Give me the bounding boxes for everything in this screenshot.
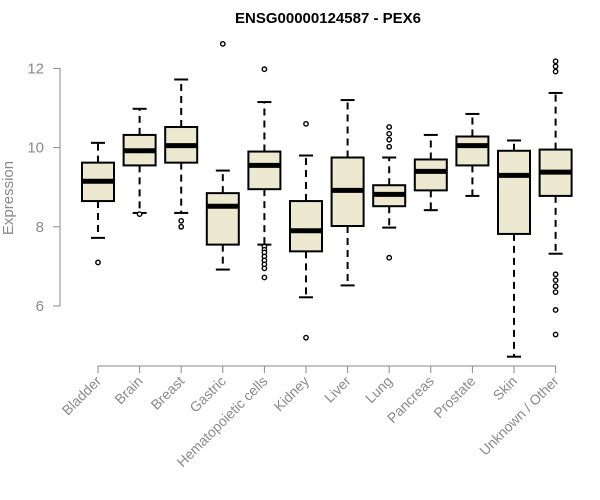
chart-title: ENSG00000124587 - PEX6 bbox=[235, 10, 421, 27]
box-group bbox=[497, 139, 531, 358]
outlier-point bbox=[386, 136, 393, 143]
box-group bbox=[413, 133, 448, 212]
box-group bbox=[455, 112, 490, 197]
box-group bbox=[81, 141, 115, 266]
y-tick-label: 6 bbox=[36, 298, 44, 315]
outlier-point bbox=[552, 277, 559, 284]
outlier-point bbox=[552, 283, 559, 290]
outlier-point bbox=[552, 58, 559, 65]
box-iqr bbox=[497, 149, 531, 235]
outlier-point bbox=[261, 66, 268, 73]
boxes-group bbox=[81, 40, 573, 358]
box-group bbox=[205, 40, 240, 271]
y-tick-label: 12 bbox=[27, 60, 44, 77]
x-tick-label: Prostate bbox=[430, 373, 478, 421]
outlier-point bbox=[386, 254, 393, 261]
x-tick-label: Unknown / Other bbox=[476, 373, 562, 459]
y-axis-label: Expression bbox=[0, 161, 17, 235]
box-iqr bbox=[289, 200, 323, 253]
outlier-point bbox=[136, 211, 143, 218]
outlier-point bbox=[552, 68, 559, 75]
y-tick-label: 8 bbox=[36, 219, 44, 236]
x-tick-label: Lung bbox=[362, 373, 395, 406]
box-group bbox=[372, 124, 407, 261]
outlier-point bbox=[552, 307, 559, 313]
box-iqr bbox=[413, 158, 448, 192]
outlier-point bbox=[552, 331, 559, 338]
x-tick-label: Breast bbox=[147, 373, 187, 413]
x-tick-label: Liver bbox=[321, 373, 354, 406]
box-iqr bbox=[455, 135, 490, 167]
outlier-point bbox=[178, 223, 185, 230]
outlier-point bbox=[95, 259, 101, 266]
outlier-point bbox=[303, 334, 309, 341]
x-tick-label: Bladder bbox=[59, 373, 105, 419]
x-tick-label: Brain bbox=[111, 373, 145, 407]
outlier-point bbox=[386, 143, 393, 150]
box-iqr bbox=[205, 192, 240, 246]
outlier-point bbox=[386, 124, 393, 130]
outlier-point bbox=[552, 63, 559, 70]
y-ticks: 6 8 10 12 bbox=[27, 60, 60, 315]
outlier-point bbox=[552, 271, 559, 278]
box-group bbox=[289, 120, 323, 341]
box-group bbox=[122, 107, 157, 218]
box-group bbox=[330, 99, 365, 287]
box-group bbox=[164, 78, 199, 230]
outlier-point bbox=[261, 265, 268, 272]
box-group bbox=[247, 66, 282, 281]
box-iqr bbox=[247, 150, 282, 191]
x-tick-label: Skin bbox=[490, 373, 521, 404]
y-tick-label: 10 bbox=[27, 140, 44, 157]
box-group bbox=[538, 58, 573, 338]
outlier-point bbox=[303, 120, 309, 127]
outlier-point bbox=[386, 130, 393, 137]
outlier-point bbox=[219, 40, 226, 47]
outlier-point bbox=[178, 217, 185, 224]
x-tick-label: Kidney bbox=[271, 373, 313, 415]
outlier-point bbox=[552, 289, 559, 296]
outlier-point bbox=[261, 274, 268, 281]
